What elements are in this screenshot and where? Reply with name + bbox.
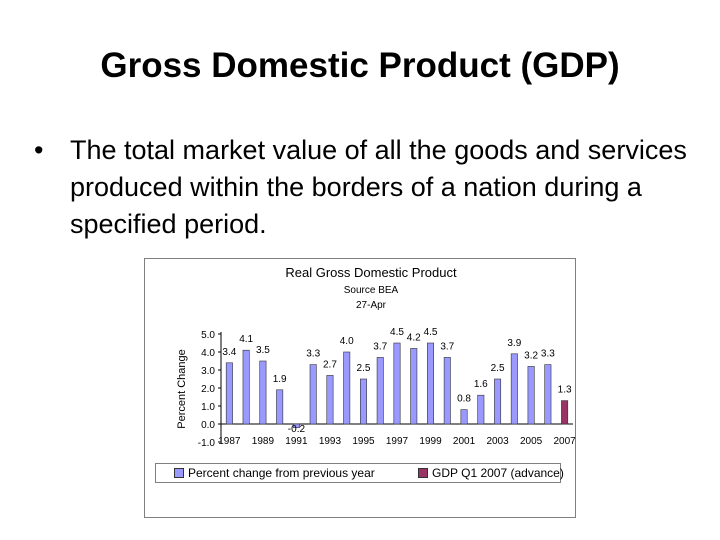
bar (460, 409, 468, 425)
data-label: 2.7 (323, 359, 337, 370)
bullet-item: • The total market value of all the good… (34, 132, 694, 243)
x-tick-label: 2003 (486, 436, 509, 447)
bar (309, 364, 317, 425)
x-tick-label: 1987 (218, 436, 241, 447)
data-label: 1.9 (273, 374, 287, 385)
chart-subtitle: Source BEA (344, 285, 399, 296)
bar (276, 389, 284, 425)
y-tick-label: 2.0 (201, 384, 215, 395)
bar (359, 378, 367, 425)
bar (259, 360, 267, 425)
x-tick-label: 1991 (285, 436, 308, 447)
bar (443, 357, 451, 425)
bar (225, 362, 233, 425)
data-label: 4.2 (407, 332, 421, 343)
legend-swatch-gdp-q1 (418, 467, 428, 478)
data-label: 4.5 (424, 327, 438, 338)
x-tick-label: 1999 (419, 436, 442, 447)
legend-item-gdp-q1: GDP Q1 2007 (advance) (418, 464, 564, 482)
chart-title: Real Gross Domestic Product (285, 265, 457, 280)
bar (410, 348, 418, 425)
data-label: -0.2 (288, 424, 306, 435)
data-label: 3.7 (373, 341, 387, 352)
bullet-text: The total market value of all the goods … (70, 135, 687, 239)
data-label: 3.3 (541, 349, 555, 360)
chart-subtitle: 27-Apr (356, 300, 387, 311)
bar (242, 349, 250, 425)
data-label: 3.9 (507, 338, 521, 349)
bar (343, 351, 351, 425)
bar (376, 357, 384, 425)
gdp-chart: Real Gross Domestic Product Source BEA 27-… (144, 258, 576, 518)
bar (326, 375, 334, 425)
bullet-dot: • (34, 135, 44, 165)
data-label: 3.3 (306, 349, 320, 360)
y-tick-label: 0.0 (201, 420, 215, 431)
legend-swatch-percent-change (174, 467, 184, 478)
legend-item-percent-change: Percent change from previous year (174, 464, 375, 482)
y-axis-label: Percent Change (176, 349, 188, 429)
x-tick-label: 1997 (386, 436, 409, 447)
y-tick-label: -1.0 (198, 438, 216, 449)
bar (510, 353, 518, 425)
bar (477, 394, 485, 425)
y-tick-label: 1.0 (201, 402, 215, 413)
legend-label-percent-change: Percent change from previous year (188, 466, 375, 480)
y-tick-label: 4.0 (201, 348, 215, 359)
data-label: 3.2 (524, 350, 538, 361)
y-tick-label: 3.0 (201, 366, 215, 377)
bar (561, 400, 569, 425)
data-label: 3.7 (440, 341, 454, 352)
bar (393, 342, 401, 425)
slide-title: Gross Domestic Product (GDP) (100, 46, 620, 85)
chart-legend: Percent change from previous year GDP Q1… (155, 463, 564, 483)
bar (427, 342, 435, 425)
bar (544, 364, 552, 425)
bar (292, 423, 300, 428)
data-label: 1.3 (558, 385, 572, 396)
data-label: 2.5 (357, 363, 371, 374)
x-tick-label: 2005 (520, 436, 543, 447)
data-label: 3.4 (222, 347, 236, 358)
legend-label-gdp-q1: GDP Q1 2007 (advance) (432, 466, 564, 480)
data-label: 4.0 (340, 336, 354, 347)
x-tick-label: 1995 (352, 436, 375, 447)
bar (527, 366, 535, 425)
data-label: 2.5 (491, 363, 505, 374)
data-label: 0.8 (457, 394, 471, 405)
bar (494, 378, 502, 425)
data-label: 4.1 (239, 334, 253, 345)
chart-plot: Real Gross Domestic Product Source BEA 27-… (176, 265, 575, 449)
x-tick-label: 2007 (553, 436, 575, 447)
data-label: 3.5 (256, 345, 270, 356)
y-tick-label: 5.0 (201, 330, 215, 341)
x-tick-label: 1989 (252, 436, 275, 447)
x-tick-label: 1993 (319, 436, 342, 447)
data-label: 1.6 (474, 379, 488, 390)
x-tick-label: 2001 (453, 436, 476, 447)
data-label: 4.5 (390, 327, 404, 338)
